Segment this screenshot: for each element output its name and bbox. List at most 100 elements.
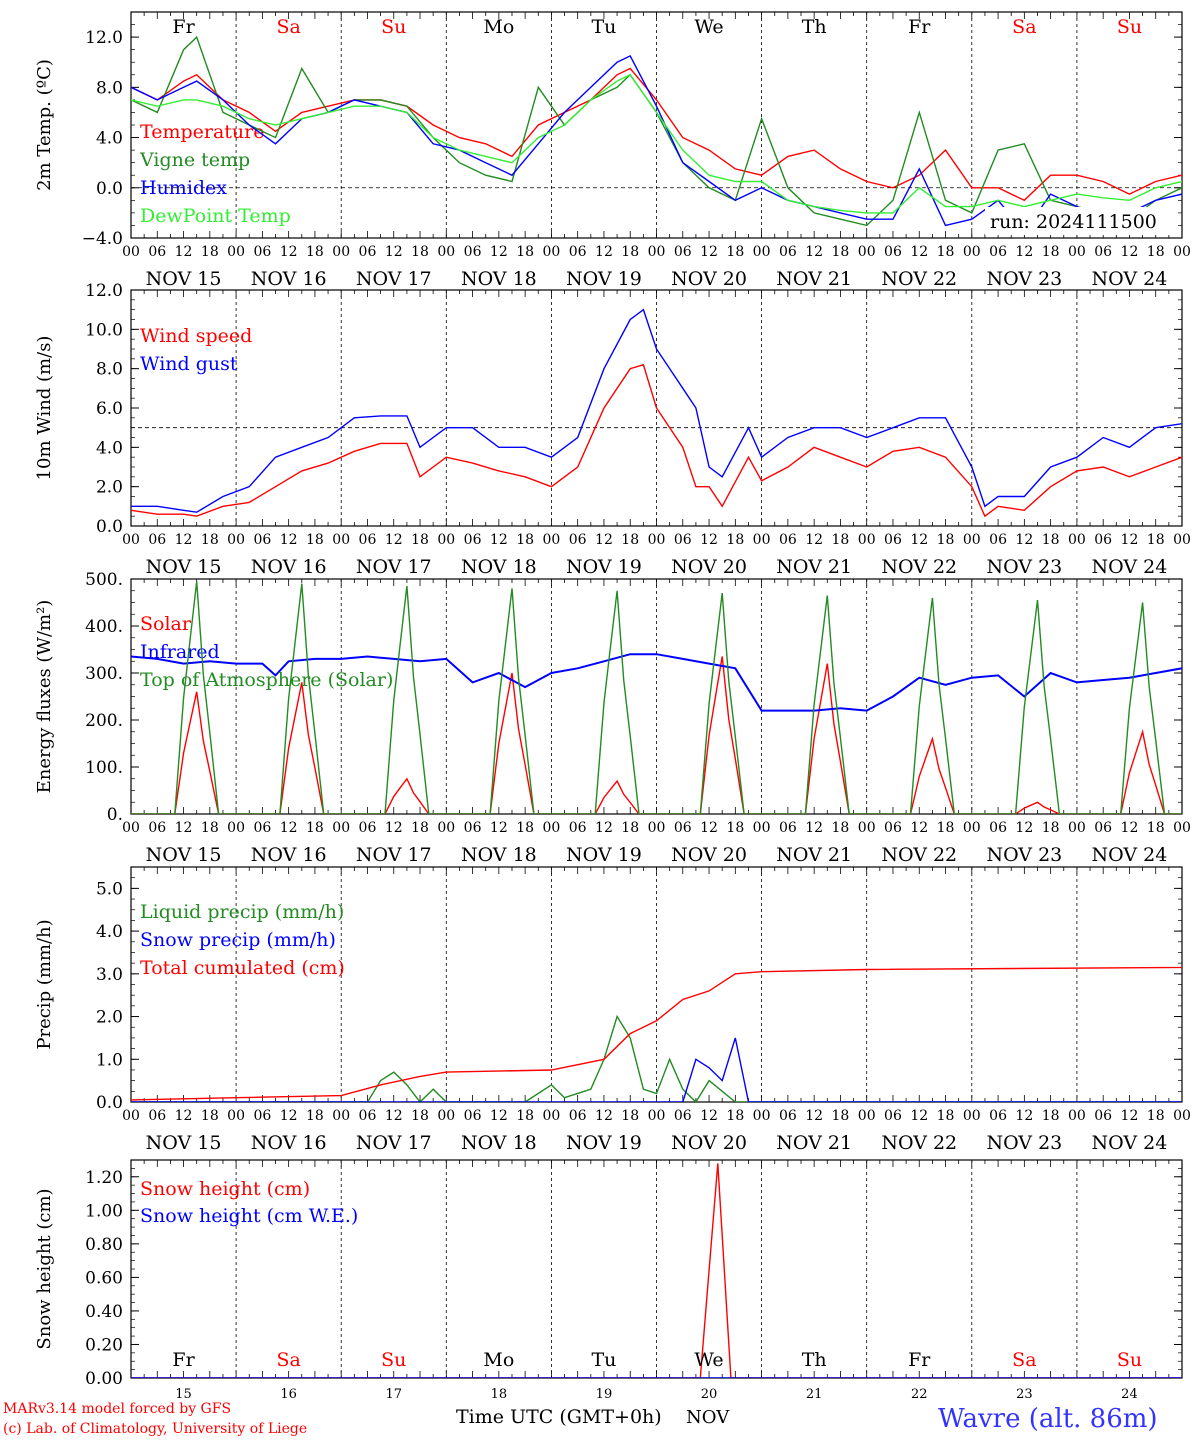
weekday-label: Tu — [591, 16, 616, 38]
hour-tick-label: 06 — [1094, 244, 1112, 260]
hour-tick-label: 12 — [595, 1108, 613, 1124]
hour-tick-label: 00 — [753, 820, 771, 836]
hour-tick-label: 00 — [648, 1108, 666, 1124]
hour-tick-label: 12 — [175, 820, 193, 836]
hour-tick-label: 12 — [1015, 244, 1033, 260]
day-number-label: 22 — [911, 1387, 928, 1402]
hour-tick-label: 18 — [1042, 1108, 1060, 1124]
series-line — [131, 67, 1182, 202]
y-tick-label: 12.0 — [85, 281, 123, 301]
series-line — [131, 581, 1182, 814]
hour-tick-label: 00 — [332, 532, 350, 548]
hour-tick-label: 06 — [359, 532, 377, 548]
series-line — [131, 73, 1182, 214]
hour-tick-label: 00 — [963, 1108, 981, 1124]
date-label: NOV 24 — [1092, 844, 1168, 866]
hour-tick-label: 12 — [1015, 1108, 1033, 1124]
legend-entry: DewPoint Temp — [140, 205, 291, 227]
hour-tick-label: 18 — [201, 1108, 219, 1124]
day-number-label: 21 — [806, 1387, 823, 1402]
hour-tick-label: 06 — [779, 532, 797, 548]
hour-tick-label: 06 — [989, 820, 1007, 836]
legend-entry: Snow height (cm) — [140, 1178, 310, 1200]
hour-tick-label: 12 — [595, 532, 613, 548]
day-number-label: 20 — [701, 1387, 718, 1402]
date-label: NOV 21 — [776, 1132, 852, 1154]
weekday-label: We — [694, 1349, 723, 1371]
hour-tick-label: 00 — [648, 244, 666, 260]
y-tick-label: 0.40 — [85, 1302, 123, 1322]
hour-tick-label: 12 — [805, 244, 823, 260]
day-number-label: 24 — [1121, 1387, 1138, 1402]
hour-tick-label: 00 — [122, 244, 140, 260]
hour-tick-label: 12 — [280, 1108, 298, 1124]
date-label: NOV 17 — [356, 556, 432, 578]
hour-tick-label: 06 — [989, 244, 1007, 260]
weekday-label: Sa — [276, 16, 300, 38]
hour-tick-label: 00 — [753, 244, 771, 260]
legend-entry: Vigne temp — [139, 149, 250, 171]
hour-tick-label: 18 — [1042, 532, 1060, 548]
hour-tick-label: 12 — [280, 244, 298, 260]
run-label-bg — [985, 207, 1175, 235]
date-label: NOV 16 — [251, 844, 327, 866]
legend-entry: Snow height (cm W.E.) — [140, 1205, 358, 1227]
hour-tick-label: 06 — [253, 532, 271, 548]
y-tick-label: 0.80 — [85, 1235, 123, 1255]
hour-tick-label: 18 — [621, 1108, 639, 1124]
date-label: NOV 16 — [251, 556, 327, 578]
hour-tick-label: 06 — [359, 1108, 377, 1124]
day-number-label: 17 — [385, 1387, 402, 1402]
y-tick-label: 8.0 — [96, 78, 123, 98]
weekday-label: Mo — [483, 1349, 514, 1371]
panel-3: 500. 400. 300. 200. 100. 0. Energy fluxes (W/m… — [34, 570, 1191, 866]
hour-tick-label: 00 — [542, 820, 560, 836]
series-line — [131, 35, 1182, 227]
date-label: NOV 22 — [881, 844, 957, 866]
hour-tick-label: 00 — [437, 244, 455, 260]
hour-tick-label: 12 — [1121, 820, 1139, 836]
legend-entry: Solar — [140, 613, 192, 635]
hour-tick-label: 00 — [332, 1108, 350, 1124]
hour-tick-label: 18 — [201, 820, 219, 836]
date-label: NOV 19 — [566, 556, 642, 578]
hour-tick-label: 00 — [1068, 1108, 1086, 1124]
hour-tick-label: 00 — [437, 532, 455, 548]
hour-tick-label: 06 — [674, 244, 692, 260]
panel-2: 12.0 10.0 8.0 6.0 4.0 2.0 0.0 10m Wind (m/s) Win… — [34, 281, 1191, 578]
hour-tick-label: 00 — [542, 1108, 560, 1124]
hour-tick-label: 06 — [1094, 820, 1112, 836]
legend-entry: Snow precip (mm/h) — [140, 929, 336, 951]
hour-tick-label: 00 — [753, 1108, 771, 1124]
hour-tick-label: 18 — [411, 820, 429, 836]
y-tick-label: 300. — [85, 664, 123, 684]
y-tick-label: 400. — [85, 617, 123, 637]
hour-tick-label: 12 — [175, 1108, 193, 1124]
hour-tick-label: 18 — [201, 244, 219, 260]
date-label: NOV 24 — [1092, 1132, 1168, 1154]
series-line — [131, 1014, 1182, 1102]
hour-tick-label: 18 — [621, 244, 639, 260]
date-label: NOV 16 — [251, 1132, 327, 1154]
legend-entry: Temperature — [140, 121, 264, 143]
hour-tick-label: 18 — [306, 820, 324, 836]
hour-tick-label: 00 — [1173, 1108, 1191, 1124]
hour-tick-label: 18 — [832, 1108, 850, 1124]
date-label: NOV 17 — [356, 268, 432, 290]
hour-tick-label: 12 — [805, 820, 823, 836]
hour-tick-label: 06 — [989, 1108, 1007, 1124]
hour-tick-label: 12 — [700, 1108, 718, 1124]
panel-5: 1.20 1.00 0.80 0.60 0.40 0.20 0.00 Snow height … — [34, 1159, 1183, 1402]
hour-tick-label: 00 — [1173, 532, 1191, 548]
y-tick-label: 4.0 — [96, 129, 123, 149]
y-tick-label: 0.00 — [85, 1369, 123, 1389]
hour-tick-label: 12 — [490, 1108, 508, 1124]
weekday-label: Su — [1117, 16, 1142, 38]
hour-tick-label: 06 — [253, 820, 271, 836]
hour-tick-label: 06 — [148, 244, 166, 260]
weekday-label: We — [694, 16, 723, 38]
hour-tick-label: 00 — [437, 1108, 455, 1124]
hour-tick-label: 00 — [648, 532, 666, 548]
legend-entry: Top of Atmosphere (Solar) — [140, 669, 393, 691]
hour-tick-label: 06 — [253, 244, 271, 260]
